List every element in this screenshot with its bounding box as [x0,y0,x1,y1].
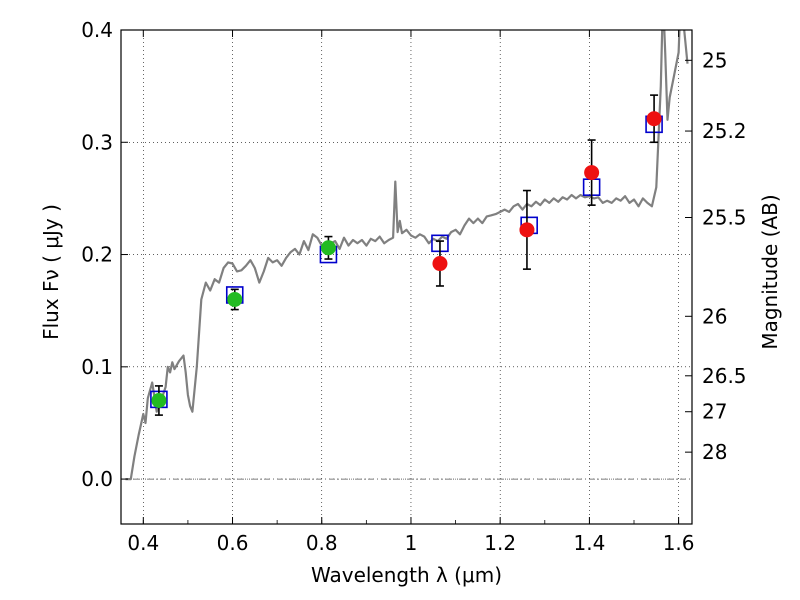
x-axis-label: Wavelength λ (μm) [311,563,502,587]
red-data-point [646,111,662,127]
y-tick-label: 0.4 [81,18,113,42]
y-axis-label: Flux Fν ( μJy ) [39,204,63,340]
x-tick-label: 0.8 [306,531,338,555]
y-tick-label: 0.0 [81,467,113,491]
green-data-point [151,393,167,408]
red-data-point [584,165,600,181]
x-tick-label: 1 [405,531,418,555]
x-tick-label: 1.6 [663,531,695,555]
x-tick-label: 0.4 [127,531,159,555]
green-data-point [320,240,336,256]
x-tick-label: 0.6 [217,531,249,555]
y-axis: 0.0 0.1 0.2 0.3 0.4 [81,18,128,491]
model-spectrum-line [125,30,689,481]
y2-tick-label: 28 [702,440,727,464]
y2-tick-label: 26 [702,304,727,328]
y2-tick-label: 27 [702,400,727,424]
y2-tick-label: 25.2 [702,119,747,143]
y-tick-label: 0.2 [81,243,113,267]
green-data-point [227,291,243,307]
plot-area [125,30,689,481]
y-tick-label: 0.3 [81,130,113,154]
y2-tick-label: 25 [702,48,727,72]
x-axis: 0.4 0.6 0.8 1 1.2 1.4 1.6 [127,30,695,555]
axes-frame [120,29,693,525]
y2-tick-label: 26.5 [702,364,747,388]
red-data-point [519,222,535,238]
x-tick-label: 1.2 [484,531,516,555]
secondary-y-axis-label: Magnitude (AB) [758,194,782,349]
y2-tick-label: 25.5 [702,205,747,229]
x-tick-label: 1.4 [573,531,605,555]
red-data-point [432,256,448,272]
secondary-y-axis: 25 25.2 25.5 26 26.5 27 28 [685,48,747,464]
y-tick-label: 0.1 [81,355,113,379]
